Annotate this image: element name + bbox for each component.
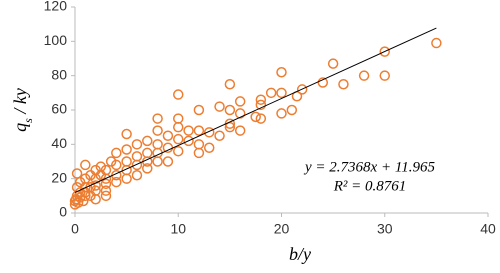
trendline [74, 27, 437, 193]
point [121, 156, 132, 167]
point [80, 159, 91, 171]
point [203, 127, 215, 138]
y-tick-label: 60 [51, 101, 67, 117]
point [121, 173, 132, 184]
point [255, 99, 267, 111]
point [131, 151, 143, 162]
point [142, 135, 153, 147]
point [162, 156, 174, 167]
point [338, 79, 349, 90]
point [379, 70, 390, 81]
point [121, 128, 132, 140]
point [224, 104, 236, 116]
point [90, 194, 101, 205]
y-tick-label: 40 [51, 135, 67, 151]
point [152, 125, 163, 136]
point [358, 70, 370, 81]
point [183, 135, 194, 147]
point [152, 113, 163, 124]
point [317, 77, 329, 88]
point [431, 37, 442, 49]
point [71, 168, 83, 179]
point [162, 130, 174, 141]
x-tick-label: 0 [71, 221, 79, 237]
x-tick-label: 20 [274, 221, 290, 237]
point [111, 147, 122, 159]
point [85, 190, 96, 202]
point [173, 121, 184, 133]
point [296, 84, 308, 95]
point [286, 104, 298, 116]
point [152, 139, 163, 150]
point [142, 147, 153, 159]
point [183, 125, 194, 136]
r-squared: R² = 0.8761 [333, 178, 407, 194]
point [131, 169, 143, 181]
y-label-main: q [10, 123, 30, 132]
point [193, 139, 205, 150]
point [85, 169, 96, 181]
point [255, 113, 267, 124]
x-tick-label: 30 [377, 221, 393, 237]
point [276, 66, 287, 78]
y-tick-label: 120 [44, 0, 68, 14]
y-label-sub: s [21, 118, 35, 123]
point [250, 111, 261, 123]
point [100, 185, 112, 196]
point [224, 121, 236, 133]
point [276, 108, 287, 119]
point [105, 156, 117, 167]
y-axis-label: qs / ky [10, 88, 35, 132]
point [193, 125, 205, 136]
y-tick-label: 80 [51, 66, 67, 82]
point [173, 133, 184, 145]
equation: y = 2.7368x + 11.965 [303, 159, 435, 175]
point [131, 139, 143, 150]
point [234, 108, 246, 119]
point [214, 101, 225, 112]
point [121, 144, 132, 155]
point [173, 89, 184, 100]
x-tick-label: 10 [170, 221, 186, 237]
point [234, 96, 246, 107]
point [214, 130, 225, 141]
point [111, 159, 122, 171]
point [379, 46, 390, 57]
point [111, 176, 122, 188]
y-tick-label: 0 [59, 204, 67, 220]
point [131, 159, 143, 171]
point [265, 87, 277, 99]
point [100, 173, 112, 184]
point [276, 87, 287, 99]
point [193, 147, 205, 159]
point [193, 104, 205, 116]
point [78, 195, 89, 207]
point [100, 190, 112, 202]
point [142, 163, 153, 174]
point [162, 142, 174, 154]
point [72, 197, 84, 208]
point [234, 125, 246, 136]
y-label-rest: / ky [10, 88, 30, 118]
point [255, 94, 267, 105]
point [224, 79, 236, 90]
x-axis-label: b/y [289, 244, 311, 264]
y-tick-label: 100 [44, 32, 68, 48]
point [100, 178, 112, 190]
point [203, 142, 215, 154]
point [152, 156, 163, 167]
point [173, 145, 184, 157]
x-tick-label: 40 [480, 221, 496, 237]
y-tick-label: 20 [51, 169, 67, 185]
point [173, 113, 184, 124]
point [327, 58, 339, 69]
